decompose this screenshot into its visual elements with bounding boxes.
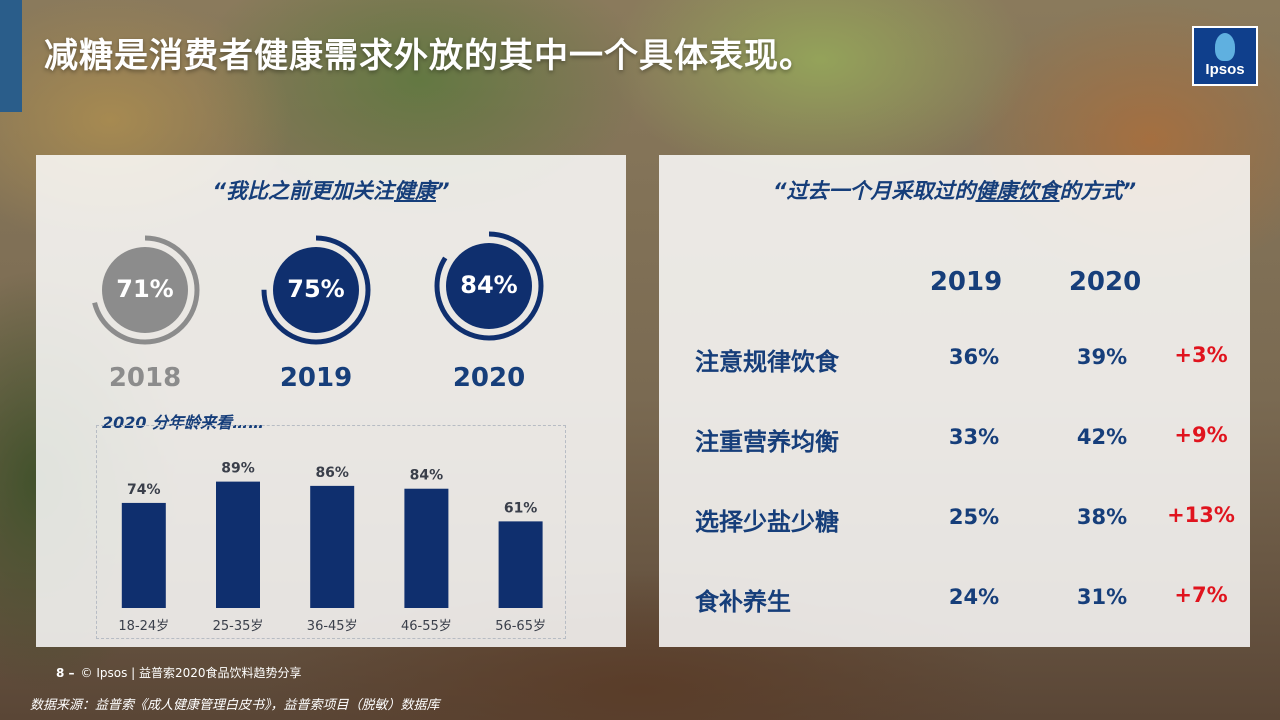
heading-emphasis: 健康 bbox=[394, 179, 436, 203]
heading-emphasis: 健康饮食 bbox=[975, 179, 1060, 203]
healthy-diet-panel: “过去一个月采取过的健康饮食的方式” 2019 2020 注意规律饮食 36% … bbox=[659, 155, 1250, 647]
bar-36-45岁 bbox=[310, 485, 355, 608]
ring-year-2020: 2020 bbox=[452, 363, 526, 393]
bar-25-35岁 bbox=[216, 481, 260, 608]
category-tick-label: 18-24岁 bbox=[118, 619, 169, 634]
slide-title: 减糖是消费者健康需求外放的其中一个具体表现。 bbox=[44, 36, 814, 76]
category-tick-label: 56-65岁 bbox=[495, 619, 546, 634]
column-header-2019: 2019 bbox=[929, 267, 1003, 297]
ring-fill bbox=[273, 247, 359, 333]
row-label: 注重营养均衡 bbox=[695, 428, 839, 456]
ring-outer-arc bbox=[90, 235, 200, 345]
row-label: 选择少盐少糖 bbox=[695, 508, 839, 536]
bar-value-label: 86% bbox=[315, 465, 349, 481]
age-breakdown-label: 2020 分年龄来看…… bbox=[102, 413, 265, 432]
bar-56-65岁 bbox=[498, 521, 543, 608]
footer-text: © Ipsos | 益普索2020食品饮料趋势分享 bbox=[80, 666, 302, 680]
ring-year-2018: 2018 bbox=[108, 363, 182, 393]
row-change: +7% bbox=[1174, 583, 1228, 607]
row-change: +9% bbox=[1174, 423, 1228, 447]
row-value-2020: 31% bbox=[1076, 585, 1128, 609]
data-source-note: 数据来源：益普索《成人健康管理白皮书》，益普索项目（脱敏）数据库 bbox=[30, 698, 440, 713]
bar-18-24岁 bbox=[121, 502, 166, 608]
row-label: 注意规律饮食 bbox=[695, 348, 839, 376]
age-bar-chart: 74% 18-24岁 89% 25-35岁 86% 36-45岁 84% 46-55岁 61% 5… bbox=[96, 425, 566, 639]
row-value-2020: 38% bbox=[1076, 505, 1128, 529]
accent-stripe bbox=[0, 0, 22, 112]
ring-fill bbox=[446, 243, 532, 329]
ring-outer-arc bbox=[261, 235, 371, 345]
bar-value-label: 89% bbox=[221, 461, 255, 477]
heading-middle: 的方式 bbox=[1059, 179, 1123, 203]
row-value-2019: 24% bbox=[948, 585, 1000, 609]
heading-prefix: “我比之前更加关注 bbox=[212, 179, 394, 203]
bar-46-55岁 bbox=[404, 488, 449, 608]
category-tick-label: 25-35岁 bbox=[213, 619, 264, 634]
ring-2018-graphic bbox=[90, 235, 200, 345]
right-panel-heading: “过去一个月采取过的健康饮食的方式” bbox=[659, 175, 1250, 205]
bar-value-label: 74% bbox=[127, 482, 161, 498]
ring-2019: 75% bbox=[261, 235, 371, 345]
logo-text: Ipsos bbox=[1205, 61, 1245, 78]
footer: 8 – © Ipsos | 益普索2020食品饮料趋势分享 bbox=[56, 664, 302, 681]
ring-value: 75% bbox=[287, 275, 345, 303]
bar-value-label: 61% bbox=[504, 500, 538, 516]
row-value-2019: 36% bbox=[948, 345, 1000, 369]
heading-suffix: ” bbox=[436, 179, 450, 203]
ring-outer-arc bbox=[434, 231, 544, 341]
ring-2019-graphic bbox=[261, 235, 371, 345]
page-number: 8 – bbox=[56, 666, 75, 680]
row-change: +3% bbox=[1174, 343, 1228, 367]
bar-chart-svg: 74% 18-24岁 89% 25-35岁 86% 36-45岁 84% 46-55岁 61% 5… bbox=[118, 461, 546, 634]
row-label: 食补养生 bbox=[695, 588, 791, 616]
ring-fill bbox=[102, 247, 188, 333]
category-tick-label: 36-45岁 bbox=[307, 619, 358, 634]
logo-head-icon bbox=[1215, 33, 1235, 61]
health-attention-panel: “我比之前更加关注健康” 71% 2018 75% 2019 84% 2020 … bbox=[36, 155, 626, 647]
category-tick-label: 46-55岁 bbox=[401, 619, 452, 634]
row-value-2020: 39% bbox=[1076, 345, 1128, 369]
ring-2020: 84% bbox=[434, 231, 544, 341]
ipsos-logo: Ipsos bbox=[1192, 26, 1258, 86]
ring-value: 71% bbox=[116, 275, 174, 303]
ring-value: 84% bbox=[460, 271, 518, 299]
ring-2020-graphic bbox=[434, 231, 544, 341]
row-value-2020: 42% bbox=[1076, 425, 1128, 449]
heading-suffix: ” bbox=[1122, 179, 1137, 203]
ring-2018: 71% bbox=[90, 235, 200, 345]
heading-prefix: “过去一个月采取过的 bbox=[772, 179, 976, 203]
left-panel-heading: “我比之前更加关注健康” bbox=[36, 175, 626, 205]
ring-year-2019: 2019 bbox=[279, 363, 353, 393]
row-value-2019: 25% bbox=[948, 505, 1000, 529]
bar-value-label: 84% bbox=[410, 468, 444, 484]
column-header-2020: 2020 bbox=[1068, 267, 1142, 297]
row-value-2019: 33% bbox=[948, 425, 1000, 449]
row-change: +13% bbox=[1167, 503, 1235, 527]
